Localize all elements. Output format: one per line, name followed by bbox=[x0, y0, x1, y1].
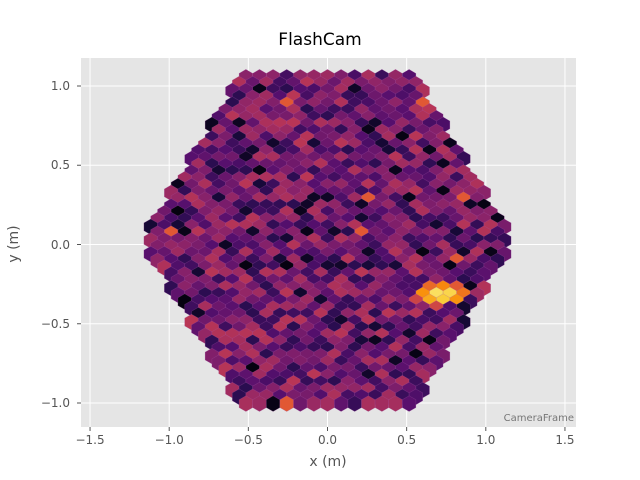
x-tick-label: 0.5 bbox=[397, 433, 417, 447]
y-tick-label: −1.0 bbox=[40, 396, 70, 410]
x-tick-label: −1.5 bbox=[75, 433, 105, 447]
x-tick-label: 0.0 bbox=[317, 433, 338, 447]
tick-marks bbox=[77, 85, 566, 431]
x-tick-label: 1.0 bbox=[476, 433, 496, 447]
x-tick-label: 1.5 bbox=[555, 433, 575, 447]
camera-pixels bbox=[143, 69, 512, 412]
chart-title: FlashCam bbox=[278, 30, 362, 50]
y-tick-label: 1.0 bbox=[50, 79, 70, 93]
x-tick-label: −0.5 bbox=[233, 433, 263, 447]
camera-frame-annotation: CameraFrame bbox=[503, 413, 574, 424]
camera-pixel bbox=[401, 395, 417, 412]
y-tick-label: 0.5 bbox=[50, 158, 70, 173]
x-tick-label: −1.0 bbox=[154, 433, 184, 447]
y-tick-label: 0.0 bbox=[50, 237, 70, 252]
y-axis-label: y (m) bbox=[6, 225, 22, 263]
y-tick-label: −0.5 bbox=[40, 316, 70, 331]
x-axis-label: x (m) bbox=[309, 454, 347, 470]
